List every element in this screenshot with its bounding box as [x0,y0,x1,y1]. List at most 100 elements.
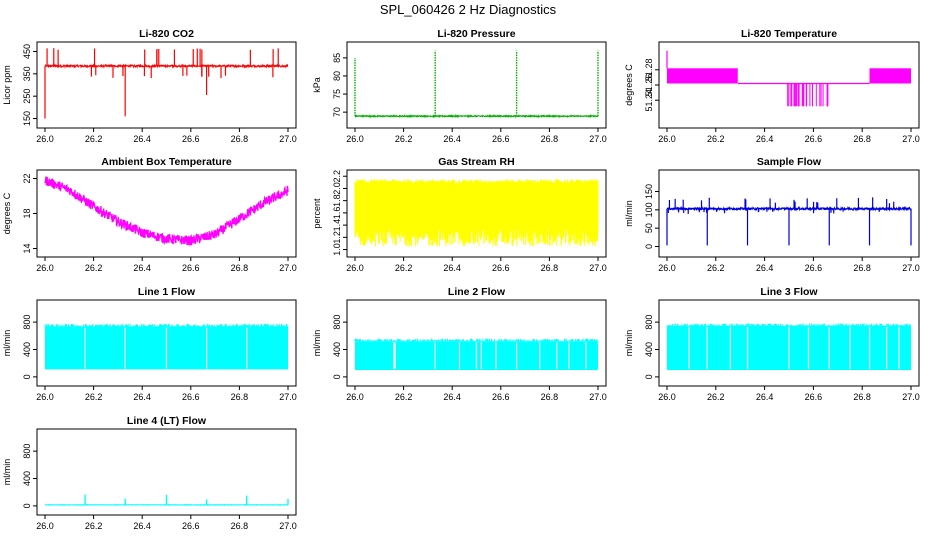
x-tick-label: 26.6 [492,392,510,402]
y-axis-label: Licor ppm [2,65,12,105]
x-tick-label: 26.4 [756,263,774,273]
x-tick-label: 26.6 [182,521,200,531]
x-tick-label: 27.0 [902,134,920,144]
y-tick-label: 0 [22,503,32,508]
plot-frame [36,428,297,516]
x-tick-label: 27.0 [279,263,297,273]
panel-title: Sample Flow [757,156,822,168]
series-line [666,323,912,326]
y-axis-label: degrees C [2,192,12,234]
panel-pressure: Li-820 Pressure kPa 70 75 80 85 26.0 26.2 26.4 26… [312,28,607,144]
panel-ambient: Ambient Box Temperature degrees C 14 18 22 26… [2,156,297,273]
y-tick-label: 400 [332,342,342,357]
x-tick-label: 26.6 [805,263,823,273]
x-tick-label: 26.4 [756,134,774,144]
x-tick-label: 26.6 [805,392,823,402]
x-tick-label: 26.2 [707,263,725,273]
y-tick-label: 2.0 [332,182,342,195]
x-tick-label: 26.8 [853,134,871,144]
x-tick-label: 26.2 [707,392,725,402]
x-tick-label: 26.4 [133,134,151,144]
y-tick-label: 800 [22,444,32,459]
x-tick-label: 26.6 [492,263,510,273]
x-tick-label: 26.4 [133,392,151,402]
plot-frame [658,169,920,258]
y-tick-label: 50 [644,223,654,233]
y-tick-label: 2.2 [332,170,342,183]
panel-title: Ambient Box Temperature [101,156,232,168]
y-axis-label: degrees C [624,64,634,106]
x-tick-label: 26.2 [395,134,413,144]
y-axis-label: ml/min [2,459,12,486]
x-tick-label: 26.6 [182,392,200,402]
y-axis-label: ml/min [312,330,322,357]
y-tick-label: 800 [22,315,32,330]
x-tick-label: 26.2 [85,392,103,402]
panel-line2: Line 2 Flow ml/min 0 400 800 26.0 26.2 26.4 26.6… [312,286,607,402]
x-tick-label: 26.6 [182,263,200,273]
x-tick-label: 26.0 [658,134,676,144]
y-axis-label: kPa [312,77,322,93]
y-tick-label: 400 [22,342,32,357]
x-tick-label: 26.8 [853,392,871,402]
x-tick-label: 26.8 [853,263,871,273]
series-band [869,68,911,84]
x-tick-label: 26.0 [36,392,54,402]
y-tick-label: 1.2 [332,231,342,244]
series-line [354,179,599,247]
x-tick-label: 26.0 [658,392,676,402]
x-tick-label: 26.0 [346,392,364,402]
panel-sampleflow: Sample Flow ml/min 0 50 100 150 26.0 26.2 26.4 26… [624,156,920,273]
x-tick-label: 26.4 [133,263,151,273]
plot-frame [36,169,297,258]
x-tick-label: 26.8 [231,521,249,531]
y-tick-label: 18 [22,208,32,218]
x-tick-label: 26.4 [443,134,461,144]
y-tick-label: 0 [22,374,32,379]
panel-title: Li-820 Temperature [741,28,837,40]
y-tick-label: 100 [644,202,654,217]
x-tick-label: 26.2 [707,134,725,144]
x-tick-label: 26.4 [756,392,774,402]
x-tick-label: 26.8 [541,392,559,402]
x-tick-label: 26.0 [36,263,54,273]
x-tick-label: 27.0 [902,263,920,273]
y-tick-label: 250 [22,89,32,104]
y-tick-label: 0 [644,374,654,379]
y-tick-label: 1.8 [332,194,342,207]
x-tick-label: 26.2 [395,392,413,402]
x-tick-label: 27.0 [589,134,607,144]
y-axis-label: ml/min [624,200,634,227]
x-tick-label: 26.2 [85,134,103,144]
x-tick-label: 26.4 [443,263,461,273]
y-tick-label: 150 [644,184,654,199]
y-tick-label: 1.0 [332,243,342,256]
x-tick-label: 27.0 [589,263,607,273]
y-tick-label: 51.26 [644,74,654,97]
y-axis-label: ml/min [2,330,12,357]
x-tick-label: 26.8 [231,263,249,273]
series-line [44,323,289,327]
panel-title: Line 1 Flow [138,286,196,298]
x-tick-label: 26.6 [492,134,510,144]
plot-frame [346,169,607,258]
panel-temperature: Li-820 Temperature degrees C 51.2451.2651.… [624,28,920,144]
plot-frame [658,299,920,387]
x-tick-label: 26.0 [36,521,54,531]
y-axis-label: percent [312,198,322,229]
x-tick-label: 26.0 [658,263,676,273]
y-tick-label: 800 [644,315,654,330]
x-tick-label: 27.0 [902,392,920,402]
x-tick-label: 27.0 [279,521,297,531]
panel-title: Line 3 Flow [760,286,818,298]
panel-line3: Line 3 Flow ml/min 0 400 800 26.0 26.2 26.4 26.6… [624,286,920,402]
x-tick-label: 26.2 [395,263,413,273]
series-band [667,68,738,84]
series-line [44,63,289,69]
y-tick-label: 22 [22,173,32,183]
x-tick-label: 26.0 [36,134,54,144]
page-title: SPL_060426 2 Hz Diagnostics [379,2,557,17]
x-tick-label: 26.2 [85,521,103,531]
x-tick-label: 26.8 [541,263,559,273]
y-tick-label: 450 [22,44,32,59]
